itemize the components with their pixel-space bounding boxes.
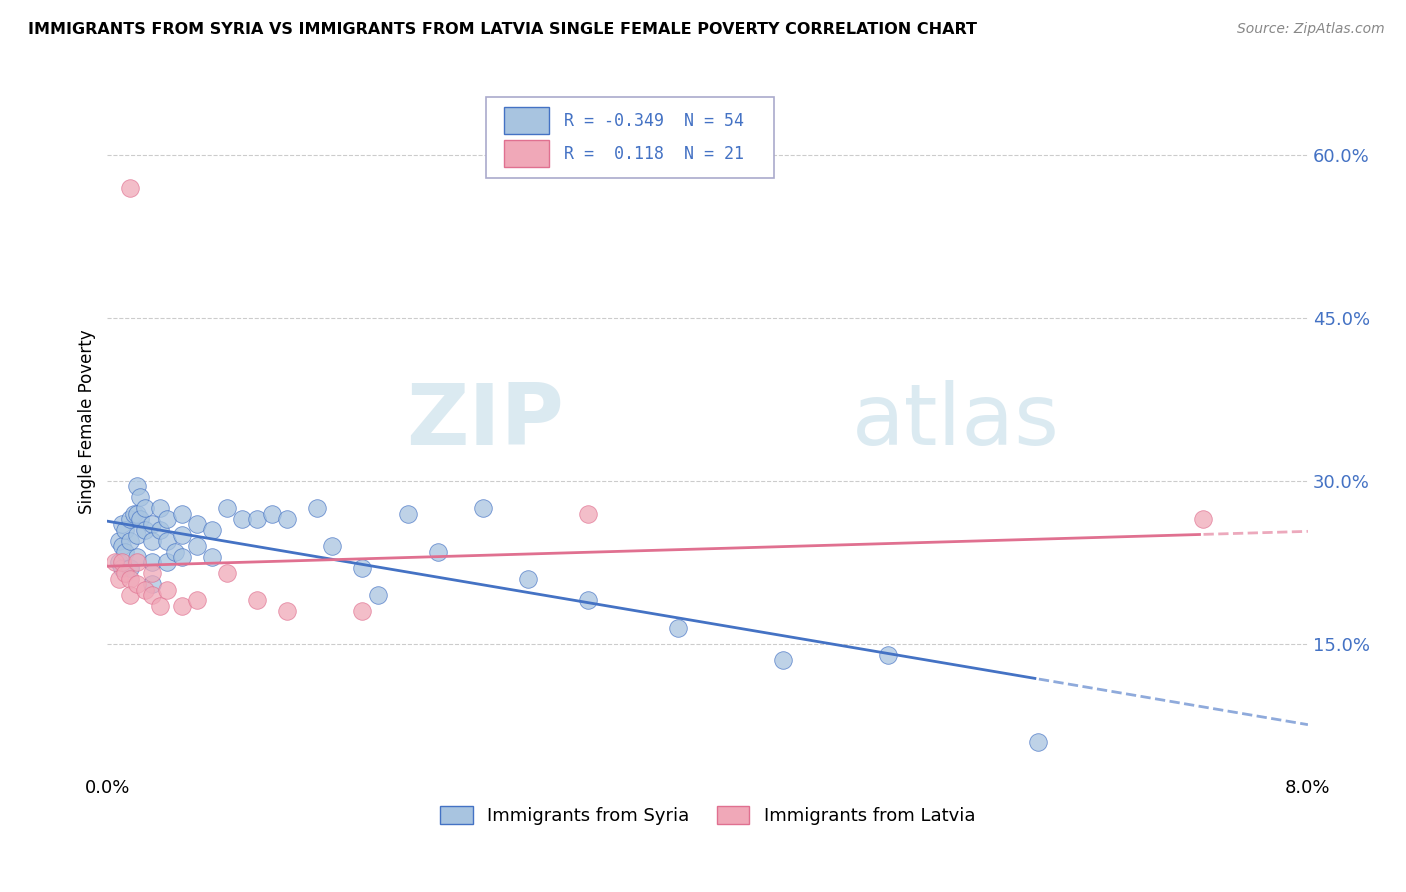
Y-axis label: Single Female Poverty: Single Female Poverty (79, 329, 96, 514)
Point (276, 512, 298, 526)
Point (516, 572, 538, 586)
Point (426, 544, 449, 558)
Point (104, 556, 127, 570)
Point (217, 501, 239, 516)
Text: atlas: atlas (852, 380, 1060, 463)
Point (186, 593, 208, 607)
Point (141, 556, 163, 570)
Point (141, 566, 163, 581)
Point (172, 549, 194, 564)
Point (321, 539, 343, 553)
Point (141, 588, 163, 602)
Point (1026, 734, 1049, 748)
Point (134, 501, 156, 516)
FancyBboxPatch shape (503, 107, 550, 134)
Point (141, 577, 163, 591)
Text: R =  0.118  N = 21: R = 0.118 N = 21 (564, 145, 744, 163)
Point (141, 517, 163, 532)
Point (201, 523, 224, 537)
Point (108, 533, 131, 548)
Point (163, 544, 186, 558)
Point (396, 507, 419, 521)
Text: IMMIGRANTS FROM SYRIA VS IMMIGRANTS FROM LATVIA SINGLE FEMALE POVERTY CORRELATIO: IMMIGRANTS FROM SYRIA VS IMMIGRANTS FROM… (28, 22, 977, 37)
Point (111, 556, 134, 570)
Point (114, 566, 136, 581)
Point (149, 523, 172, 537)
Point (124, 507, 146, 521)
Point (352, 604, 374, 618)
Point (307, 501, 329, 516)
Text: R = -0.349  N = 54: R = -0.349 N = 54 (564, 112, 744, 129)
Point (352, 561, 374, 575)
Point (876, 648, 898, 662)
Point (149, 501, 172, 516)
Point (111, 539, 134, 553)
Point (127, 479, 149, 493)
Point (114, 523, 136, 537)
Text: Source: ZipAtlas.com: Source: ZipAtlas.com (1237, 22, 1385, 37)
Point (118, 588, 141, 602)
Point (134, 582, 156, 597)
Point (576, 507, 599, 521)
Point (1192, 512, 1215, 526)
Point (149, 599, 172, 613)
Point (217, 566, 239, 581)
Point (127, 507, 149, 521)
Point (127, 528, 149, 542)
Point (156, 582, 179, 597)
Point (141, 533, 163, 548)
Point (111, 517, 134, 532)
Point (108, 556, 131, 570)
Point (129, 491, 152, 505)
Point (118, 181, 141, 195)
Point (471, 501, 494, 516)
Point (111, 561, 134, 575)
Point (186, 539, 208, 553)
Point (127, 549, 149, 564)
Point (118, 533, 141, 548)
Point (231, 512, 253, 526)
Point (666, 621, 689, 635)
Point (172, 507, 194, 521)
Point (276, 604, 298, 618)
Point (576, 593, 599, 607)
Point (772, 653, 794, 667)
Point (134, 523, 156, 537)
Point (262, 507, 284, 521)
Point (127, 556, 149, 570)
Point (118, 561, 141, 575)
Point (172, 528, 194, 542)
Point (108, 572, 131, 586)
Point (156, 533, 179, 548)
Point (201, 549, 224, 564)
FancyBboxPatch shape (503, 141, 550, 168)
Point (366, 588, 388, 602)
Point (186, 517, 208, 532)
FancyBboxPatch shape (485, 96, 773, 178)
Text: ZIP: ZIP (406, 380, 564, 463)
Point (118, 572, 141, 586)
Point (129, 512, 152, 526)
Point (246, 512, 269, 526)
Point (127, 577, 149, 591)
Point (156, 512, 179, 526)
Point (172, 599, 194, 613)
Legend: Immigrants from Syria, Immigrants from Latvia: Immigrants from Syria, Immigrants from L… (440, 805, 974, 825)
Point (156, 556, 179, 570)
Point (118, 512, 141, 526)
Point (114, 544, 136, 558)
Point (246, 593, 269, 607)
